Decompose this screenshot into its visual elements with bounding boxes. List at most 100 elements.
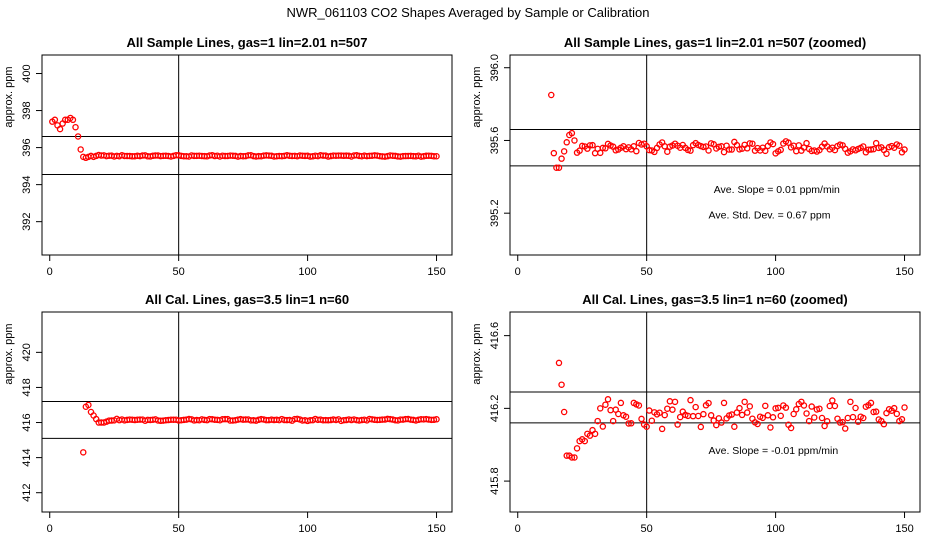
data-point <box>700 143 707 151</box>
y-axis-label: approx. ppm <box>471 66 483 127</box>
x-tick-label: 150 <box>427 266 445 278</box>
data-point <box>790 410 797 418</box>
data-point <box>553 164 560 171</box>
data-point <box>664 148 671 155</box>
data-point <box>860 414 867 422</box>
data-point <box>609 417 617 425</box>
y-tick-label: 392 <box>21 212 33 230</box>
data-point <box>589 141 596 149</box>
y-axis-label: approx. ppm <box>471 323 483 384</box>
data-point <box>594 417 601 425</box>
data-point <box>898 416 906 423</box>
data-point <box>839 418 846 426</box>
data-point <box>849 413 857 421</box>
panel-p1: All Sample Lines, gas=1 lin=2.01 n=507 0 5… <box>3 35 453 278</box>
data-point <box>674 421 681 428</box>
data-point <box>615 410 622 418</box>
data-point <box>69 116 77 124</box>
data-point <box>630 143 638 150</box>
x-tick-label: 0 <box>47 266 53 278</box>
data-point <box>676 413 684 421</box>
panel-title: All Sample Lines, gas=1 lin=2.01 n=507 (… <box>564 35 866 50</box>
data-point <box>774 404 782 412</box>
data-point <box>560 408 568 416</box>
x-tick-label: 50 <box>641 523 653 535</box>
data-point <box>754 420 761 428</box>
data-point <box>826 402 834 410</box>
data-point <box>689 412 697 420</box>
data-point <box>847 398 854 406</box>
data-point <box>656 409 663 416</box>
data-point <box>638 415 645 423</box>
data-point <box>705 147 712 154</box>
data-point <box>769 140 777 148</box>
y-tick-label: 415.8 <box>489 467 501 495</box>
data-point <box>705 399 712 407</box>
data-point <box>599 144 607 152</box>
data-point <box>738 411 746 419</box>
figure-title: NWR_061103 CO2 Shapes Averaged by Sample… <box>286 5 649 20</box>
data-point <box>746 403 754 410</box>
data-point <box>607 406 614 414</box>
panel-p4: All Cal. Lines, gas=3.5 lin=1 n=60 (zoom… <box>471 292 921 535</box>
x-tick-label: 100 <box>766 266 784 278</box>
data-point <box>568 454 576 461</box>
data-point <box>823 418 831 425</box>
data-point <box>433 416 440 423</box>
data-point <box>692 403 699 411</box>
data-point <box>890 404 898 412</box>
data-point <box>581 437 589 445</box>
x-tick-label: 150 <box>427 523 445 535</box>
data-point <box>800 402 808 409</box>
data-point <box>720 148 728 156</box>
data-point <box>720 399 728 407</box>
data-point <box>872 139 880 147</box>
data-point <box>872 408 880 415</box>
data-point <box>715 143 723 151</box>
data-point <box>550 149 558 157</box>
data-point <box>713 421 720 429</box>
y-tick-label: 398 <box>21 101 33 119</box>
data-point <box>803 410 810 417</box>
y-tick-label: 394 <box>21 175 33 193</box>
data-point <box>816 405 823 412</box>
data-point <box>658 425 666 433</box>
data-point <box>764 412 772 419</box>
data-point <box>841 425 849 432</box>
data-point <box>829 397 836 404</box>
x-tick-label: 100 <box>298 523 316 535</box>
data-point <box>787 424 795 432</box>
data-point <box>777 412 785 420</box>
y-tick-label: 412 <box>21 484 33 502</box>
data-point <box>555 359 563 367</box>
data-point <box>430 153 438 160</box>
panel-title: All Cal. Lines, gas=3.5 lin=1 n=60 <box>145 292 349 307</box>
data-point <box>666 398 674 405</box>
data-point <box>741 398 748 406</box>
data-point <box>591 430 599 438</box>
data-point <box>749 140 756 147</box>
y-axis-label: approx. ppm <box>3 323 15 384</box>
data-point <box>578 142 586 150</box>
data-point <box>852 404 859 412</box>
data-point <box>893 410 901 418</box>
x-tick-label: 0 <box>515 266 521 278</box>
data-point <box>759 414 766 422</box>
data-point <box>694 412 702 420</box>
y-tick-label: 414 <box>21 448 33 466</box>
data-point <box>782 404 790 411</box>
x-tick-label: 50 <box>173 266 185 278</box>
data-point <box>669 406 676 413</box>
data-point <box>718 419 725 426</box>
y-tick-label: 416.2 <box>489 395 501 423</box>
data-point <box>80 449 87 456</box>
data-point <box>633 147 640 155</box>
data-point <box>880 420 888 428</box>
annotation: Ave. Slope = 0.01 ppm/min <box>714 184 840 196</box>
data-point <box>707 412 715 419</box>
x-tick-label: 50 <box>173 523 185 535</box>
data-point <box>622 413 630 420</box>
data-point <box>602 401 609 408</box>
annotation: Ave. Std. Dev. = 0.67 ppm <box>709 210 831 222</box>
y-tick-label: 420 <box>21 343 33 361</box>
